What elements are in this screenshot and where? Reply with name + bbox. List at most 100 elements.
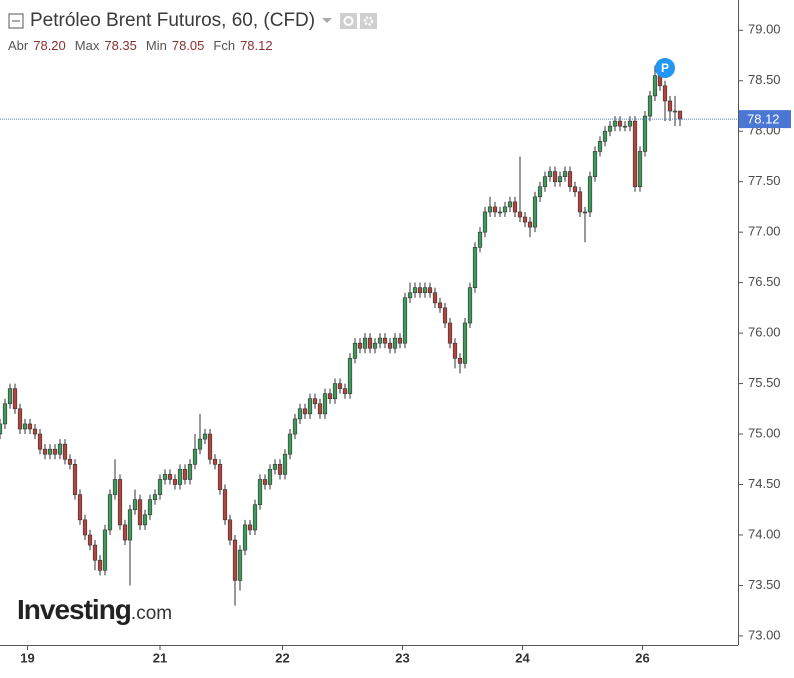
candle-body [442,307,448,324]
candle-body [27,423,33,430]
candle-body [422,287,428,294]
candle-body [297,408,303,420]
candle-body [142,514,148,526]
x-tick-label: 19 [20,650,34,665]
candle-body [37,433,43,450]
candle-body [547,171,553,177]
plot-area [0,65,738,606]
candle-body [587,176,593,213]
candle-body [487,206,493,213]
candle-body [517,211,523,218]
candle-body [597,141,603,152]
candle-body [522,216,528,223]
candle-body [47,448,53,455]
last-price-label: 78.12 [747,112,780,127]
candle-body [307,398,313,415]
candle-body [157,479,163,495]
candle-body [412,287,418,294]
candle-body [577,191,583,213]
event-marker-label: P [661,61,669,75]
candle-body [247,524,253,531]
header: Petróleo Brent Futuros, 60, (CFD) Abr 78.… [8,10,379,53]
candle-body [77,494,83,521]
candle-body [207,433,213,460]
ohlc-label: Max [74,38,100,53]
tool-icons[interactable] [339,12,379,30]
candle-body [12,388,18,410]
candle-body [607,125,613,132]
candle-body [542,176,548,188]
candle-body [462,322,468,364]
candle-body [277,464,283,475]
candle-body [72,464,78,495]
candle-body [672,110,678,113]
candle-body [372,342,378,349]
candle-body [477,231,483,248]
candle-body [492,206,498,213]
candle-body [92,544,98,561]
candle-body [287,433,293,455]
candle-body [367,337,373,349]
candle-body [662,85,668,102]
ohlc-label: Fch [213,38,236,53]
y-tick-label: 77.50 [748,173,781,188]
candle-body [397,337,403,344]
candle-body [272,464,278,470]
candle-body [197,438,203,450]
candle-body [152,494,158,500]
candle-body [102,529,108,571]
collapse-icon[interactable] [8,13,24,29]
candle-body [602,130,608,142]
ohlc-label: Abr [8,38,29,53]
candle-body [557,176,563,182]
candle-body [562,171,568,177]
watermark-brand: Investing [17,594,132,625]
candle-body [232,539,238,581]
candle-body [352,342,358,359]
x-tick-label: 26 [635,650,649,665]
candle-body [327,393,333,400]
y-tick-label: 78.50 [748,72,781,87]
candle-body [497,211,503,214]
candle-body [122,524,128,541]
candle-body [17,408,23,430]
candle-body [0,423,3,435]
candle-body [107,494,113,531]
candle-body [447,322,453,344]
candle-body [322,393,328,415]
candle-body [347,358,353,394]
candle-body [532,196,538,228]
candle-body [202,433,208,440]
candle-body [237,549,243,581]
candle-body [482,211,488,233]
x-tick-label: 21 [153,650,167,665]
candle-body [42,448,48,455]
y-tick-label: 74.00 [748,526,781,541]
candle-body [507,201,513,208]
candle-body [87,534,93,546]
candle-body [537,186,543,198]
candle-body [357,342,363,349]
candle-body [262,479,268,485]
candle-body [117,479,123,526]
candle-body [677,110,683,120]
candle-body [527,221,533,228]
candle-body [467,287,473,324]
candle-body [147,499,153,516]
dropdown-icon[interactable] [321,16,333,26]
ohlc-value: 78.12 [240,38,273,53]
last-price-box [739,110,791,129]
candle-body [97,559,103,571]
ohlc-value: 78.35 [104,38,137,53]
candle-body [52,448,58,455]
title-row: Petróleo Brent Futuros, 60, (CFD) [8,10,379,32]
candle-body [177,469,183,485]
y-tick-label: 76.50 [748,274,781,289]
candle-body [257,479,263,505]
candle-body [552,171,558,182]
y-tick-label: 76.00 [748,325,781,340]
candle-body [432,292,438,304]
candle-body [632,120,638,188]
candle-body [7,388,13,405]
